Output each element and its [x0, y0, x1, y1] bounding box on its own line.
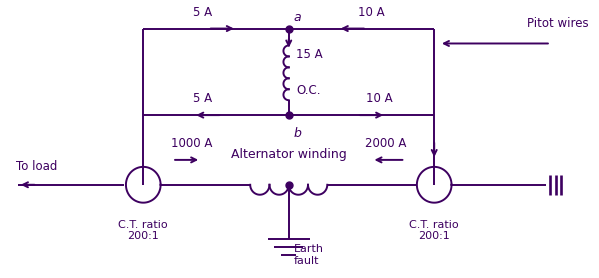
- Text: C.T. ratio
200:1: C.T. ratio 200:1: [119, 220, 168, 241]
- Text: 10 A: 10 A: [358, 6, 385, 19]
- Text: a: a: [294, 11, 301, 24]
- Text: 10 A: 10 A: [366, 92, 392, 105]
- Text: Alternator winding: Alternator winding: [231, 148, 347, 162]
- Text: 1000 A: 1000 A: [171, 137, 212, 150]
- Text: b: b: [294, 127, 301, 140]
- Text: To load: To load: [16, 160, 58, 173]
- Text: 5 A: 5 A: [193, 92, 213, 105]
- Text: 5 A: 5 A: [193, 6, 213, 19]
- Text: O.C.: O.C.: [297, 84, 321, 97]
- Text: Earth
fault: Earth fault: [294, 244, 323, 266]
- Text: C.T. ratio
200:1: C.T. ratio 200:1: [409, 220, 459, 241]
- Text: Pitot wires: Pitot wires: [527, 17, 588, 30]
- Text: 15 A: 15 A: [297, 48, 323, 61]
- Text: 2000 A: 2000 A: [365, 137, 407, 150]
